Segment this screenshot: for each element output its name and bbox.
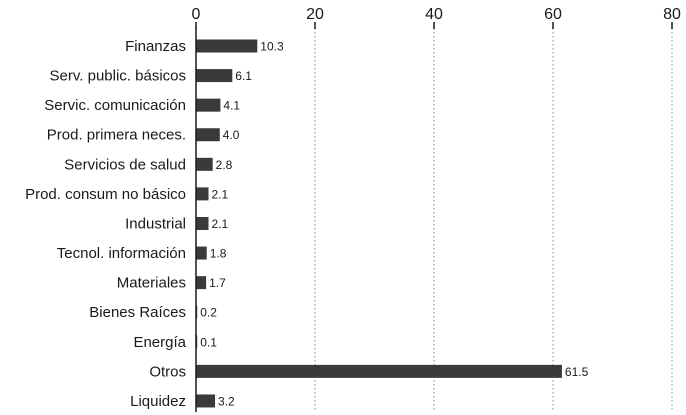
bar-7	[196, 246, 207, 260]
category-labels: Finanzas Serv. public. básicos Servic. com…	[25, 38, 187, 410]
x-tick-label-80: 80	[663, 6, 681, 23]
x-tick-label-0: 0	[192, 6, 201, 23]
value-label-0: 10.3	[260, 40, 284, 54]
category-label-3: Prod. primera neces.	[47, 127, 186, 144]
category-label-11: Otros	[149, 363, 186, 380]
value-label-2: 4.1	[223, 99, 240, 113]
x-axis-ticks: 0 20 40 60 80	[192, 6, 681, 29]
x-tick-label-60: 60	[544, 6, 562, 23]
bar-3	[196, 128, 220, 142]
category-label-10: Energía	[133, 334, 186, 351]
grid-lines	[314, 28, 673, 412]
bar-1	[196, 69, 233, 83]
bar-11	[196, 364, 562, 378]
category-label-7: Tecnol. información	[57, 245, 186, 262]
category-label-0: Finanzas	[125, 38, 186, 55]
category-label-6: Industrial	[125, 215, 186, 232]
value-label-9: 0.2	[200, 306, 217, 320]
bar-2	[196, 98, 221, 112]
bars	[196, 39, 562, 408]
value-label-10: 0.1	[200, 335, 217, 349]
bar-6	[196, 216, 209, 230]
value-label-7: 1.8	[210, 247, 227, 261]
bar-5	[196, 187, 209, 201]
value-label-8: 1.7	[209, 276, 226, 290]
category-label-1: Serv. public. básicos	[50, 68, 186, 85]
x-tick-label-20: 20	[306, 6, 324, 23]
value-label-6: 2.1	[211, 217, 228, 231]
bar-12	[196, 394, 216, 408]
category-label-9: Bienes Raíces	[89, 304, 186, 321]
value-labels: 10.3 6.1 4.1 4.0 2.8 2.1 2.1 1.8 1.7 0.2 0.1 61.5 3.…	[200, 40, 588, 409]
value-label-11: 61.5	[565, 365, 589, 379]
x-tick-label-40: 40	[425, 6, 443, 23]
bar-0	[196, 39, 258, 53]
value-label-1: 6.1	[235, 69, 252, 83]
value-label-12: 3.2	[218, 394, 235, 408]
category-label-5: Prod. consum no básico	[25, 186, 186, 203]
category-label-12: Liquidez	[130, 393, 186, 410]
bar-8	[196, 276, 207, 290]
category-label-8: Materiales	[117, 275, 186, 292]
bar-4	[196, 157, 213, 171]
value-label-4: 2.8	[216, 158, 233, 172]
value-label-3: 4.0	[223, 128, 240, 142]
value-label-5: 2.1	[211, 187, 228, 201]
category-label-2: Servic. comunicación	[44, 97, 186, 114]
category-label-4: Servicios de salud	[64, 156, 186, 173]
